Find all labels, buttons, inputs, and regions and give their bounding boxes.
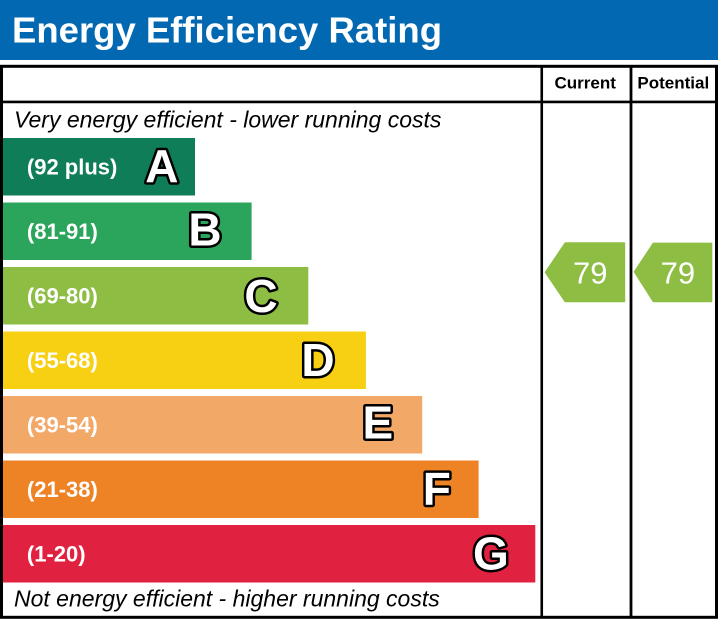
svg-text:(81-91): (81-91) [27, 219, 98, 244]
svg-text:Potential: Potential [637, 74, 709, 93]
svg-text:C: C [244, 270, 277, 322]
svg-text:Current: Current [554, 74, 616, 93]
svg-text:Very energy efficient - lower: Very energy efficient - lower running co… [14, 107, 442, 133]
svg-text:79: 79 [573, 256, 607, 291]
svg-text:(92 plus): (92 plus) [27, 155, 117, 180]
svg-text:(21-38): (21-38) [27, 477, 98, 502]
svg-text:Energy Efficiency Rating: Energy Efficiency Rating [12, 10, 442, 51]
svg-text:(39-54): (39-54) [27, 413, 98, 438]
svg-text:(69-80): (69-80) [27, 284, 98, 309]
svg-text:B: B [188, 204, 221, 256]
svg-text:E: E [362, 397, 393, 449]
svg-text:(55-68): (55-68) [27, 348, 98, 373]
svg-text:G: G [473, 527, 509, 579]
svg-text:A: A [145, 140, 178, 192]
svg-text:(1-20): (1-20) [27, 542, 86, 567]
svg-text:Not energy efficient - higher: Not energy efficient - higher running co… [14, 586, 440, 612]
svg-text:F: F [423, 462, 451, 514]
svg-text:D: D [301, 334, 334, 386]
svg-text:79: 79 [661, 256, 695, 291]
